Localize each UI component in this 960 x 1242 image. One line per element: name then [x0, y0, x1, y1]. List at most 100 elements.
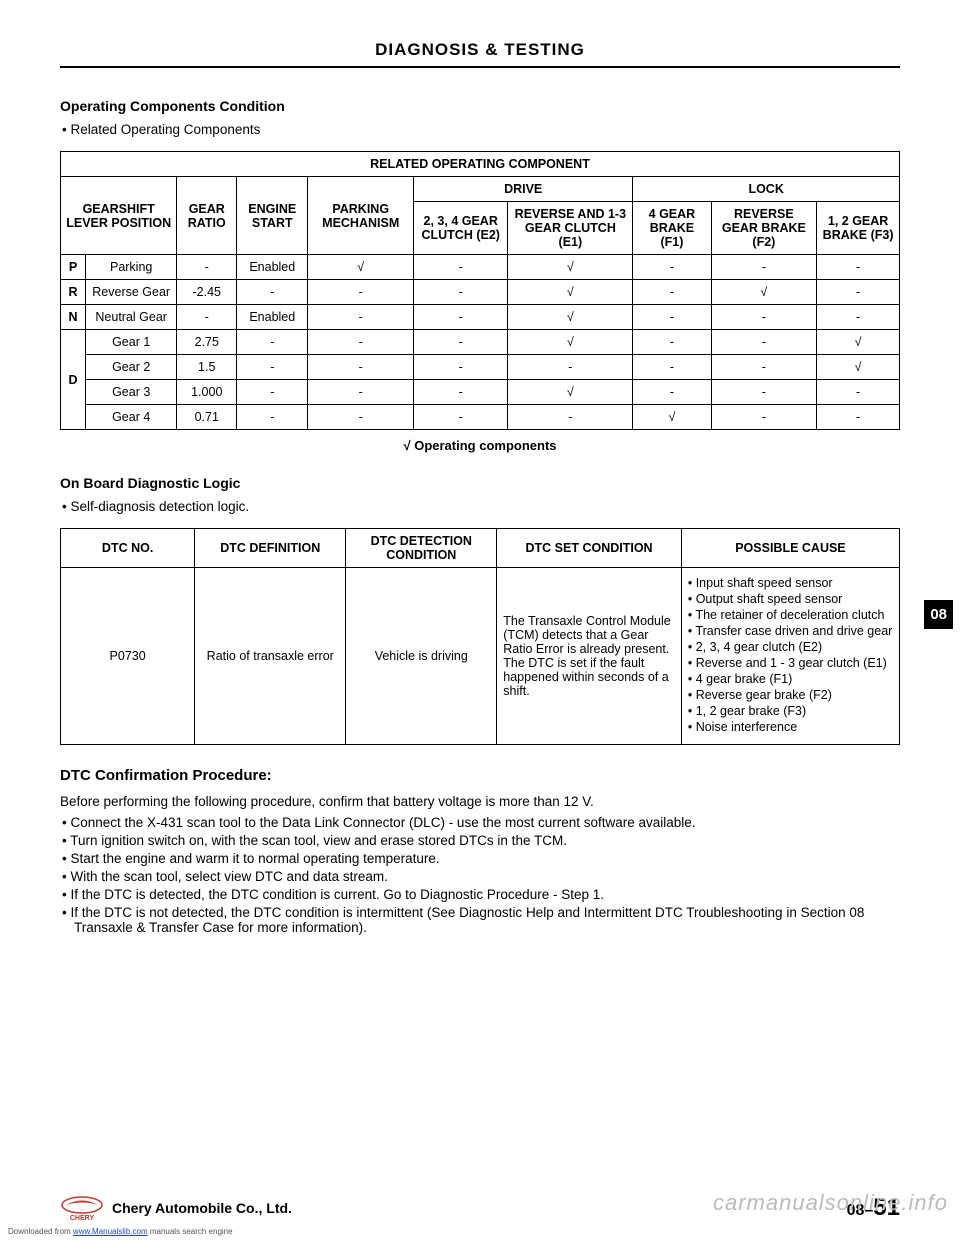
cell: -	[633, 330, 711, 355]
cell: Vehicle is driving	[346, 568, 497, 745]
cell: √	[508, 380, 633, 405]
company-name: Chery Automobile Co., Ltd.	[112, 1200, 292, 1216]
cell: Gear 2	[86, 355, 177, 380]
t2-h-set: DTC SET CONDITION	[497, 529, 682, 568]
cell: -	[237, 380, 308, 405]
table-caption: √ Operating components	[60, 438, 900, 453]
list-item: The retainer of deceleration clutch	[688, 608, 893, 622]
t1-h-e2: 2, 3, 4 GEAR CLUTCH (E2)	[414, 202, 508, 255]
dtc-table: DTC NO. DTC DEFINITION DTC DETECTION CON…	[60, 528, 900, 745]
subheading-3: DTC Confirmation Procedure:	[60, 767, 900, 784]
list-item: Turn ignition switch on, with the scan t…	[62, 833, 900, 848]
cell: -	[414, 405, 508, 430]
cell: The Transaxle Control Module (TCM) detec…	[497, 568, 682, 745]
cell: Parking	[86, 255, 177, 280]
wm-link[interactable]: www.Manualslib.com	[73, 1227, 148, 1236]
subheading-1: Operating Components Condition	[60, 98, 900, 114]
table-row: Gear 2 1.5 - - - - - - √	[61, 355, 900, 380]
cell: -	[817, 255, 900, 280]
cell: Enabled	[237, 305, 308, 330]
cell: -	[711, 330, 817, 355]
cell: R	[61, 280, 86, 305]
cell: -	[237, 355, 308, 380]
t1-h-f3: 1, 2 GEAR BRAKE (F3)	[817, 202, 900, 255]
list-item: Connect the X-431 scan tool to the Data …	[62, 815, 900, 830]
cell: -	[237, 330, 308, 355]
cell: N	[61, 305, 86, 330]
cell: Ratio of transaxle error	[195, 568, 346, 745]
subheading-2: On Board Diagnostic Logic	[60, 475, 900, 491]
procedure-list: Connect the X-431 scan tool to the Data …	[62, 815, 900, 935]
cell: -	[633, 355, 711, 380]
t1-h-f2: REVERSE GEAR BRAKE (F2)	[711, 202, 817, 255]
cell: -	[177, 305, 237, 330]
cell: -	[308, 380, 414, 405]
cell: -	[308, 305, 414, 330]
cell: -	[711, 380, 817, 405]
list-item: Reverse gear brake (F2)	[688, 688, 893, 702]
cell: -	[177, 255, 237, 280]
cell: P	[61, 255, 86, 280]
cell: -	[508, 355, 633, 380]
list-item: Reverse and 1 - 3 gear clutch (E1)	[688, 656, 893, 670]
t1-h-ratio: GEAR RATIO	[177, 177, 237, 255]
cell: Reverse Gear	[86, 280, 177, 305]
wm-text: manuals search engine	[148, 1227, 233, 1236]
cell: Gear 3	[86, 380, 177, 405]
list-item: With the scan tool, select view DTC and …	[62, 869, 900, 884]
list-item: Noise interference	[688, 720, 893, 734]
cell: √	[508, 330, 633, 355]
cell: -	[711, 255, 817, 280]
list-item: Transfer case driven and drive gear	[688, 624, 893, 638]
cell: 0.71	[177, 405, 237, 430]
cell: -	[308, 355, 414, 380]
list-item: 2, 3, 4 gear clutch (E2)	[688, 640, 893, 654]
cell: √	[633, 405, 711, 430]
cell: P0730	[61, 568, 195, 745]
cell: 2.75	[177, 330, 237, 355]
cell: -	[711, 405, 817, 430]
t1-title: RELATED OPERATING COMPONENT	[61, 152, 900, 177]
list-item: Start the engine and warm it to normal o…	[62, 851, 900, 866]
cell: -	[414, 355, 508, 380]
cell: -	[414, 330, 508, 355]
cell: -	[308, 280, 414, 305]
divider	[60, 66, 900, 68]
table-row: P0730 Ratio of transaxle error Vehicle i…	[61, 568, 900, 745]
list-item: 4 gear brake (F1)	[688, 672, 893, 686]
section-title: DIAGNOSIS & TESTING	[60, 40, 900, 60]
t1-h-lever: GEARSHIFT LEVER POSITION	[61, 177, 177, 255]
t2-h-def: DTC DEFINITION	[195, 529, 346, 568]
list-item: Input shaft speed sensor	[688, 576, 893, 590]
list-item: If the DTC is detected, the DTC conditio…	[62, 887, 900, 902]
cell: -	[633, 380, 711, 405]
svg-text:CHERY: CHERY	[70, 1215, 95, 1222]
cell: -	[237, 405, 308, 430]
cell: -	[633, 280, 711, 305]
cell: √	[817, 355, 900, 380]
cell: √	[508, 280, 633, 305]
table-row: N Neutral Gear - Enabled - - √ - - -	[61, 305, 900, 330]
cell: -	[817, 405, 900, 430]
t1-h-parking: PARKING MECHANISM	[308, 177, 414, 255]
list-item: Output shaft speed sensor	[688, 592, 893, 606]
cell: -	[414, 255, 508, 280]
cell: Input shaft speed sensor Output shaft sp…	[681, 568, 899, 745]
cell: -	[633, 255, 711, 280]
cell: -	[817, 305, 900, 330]
cell: 1.000	[177, 380, 237, 405]
cell: -	[414, 380, 508, 405]
section-tab: 08	[924, 600, 953, 629]
bullet-2: Self-diagnosis detection logic.	[62, 499, 900, 514]
cell: -	[508, 405, 633, 430]
cell: -	[633, 305, 711, 330]
cell: Neutral Gear	[86, 305, 177, 330]
table-row: R Reverse Gear -2.45 - - - √ - √ -	[61, 280, 900, 305]
table-row: D Gear 1 2.75 - - - √ - - √	[61, 330, 900, 355]
cell: -	[414, 305, 508, 330]
table-row: Gear 3 1.000 - - - √ - - -	[61, 380, 900, 405]
t1-h-lock: LOCK	[633, 177, 900, 202]
t2-h-det: DTC DETECTION CONDITION	[346, 529, 497, 568]
list-item: If the DTC is not detected, the DTC cond…	[62, 905, 900, 935]
chery-logo-icon: CHERY	[60, 1194, 104, 1222]
